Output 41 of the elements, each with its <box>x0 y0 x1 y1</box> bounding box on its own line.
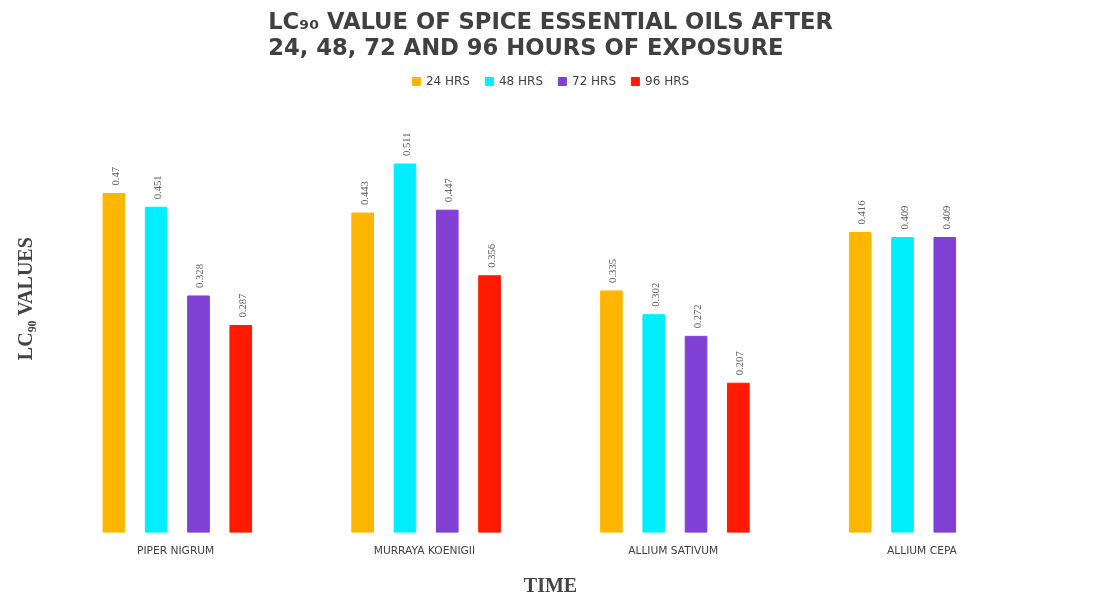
data-label: 0.416 <box>856 199 868 225</box>
data-label: 0.447 <box>443 177 455 203</box>
data-label: 0.409 <box>898 205 910 230</box>
legend-label: 24 HRS <box>425 74 470 88</box>
bar <box>891 237 914 533</box>
bar <box>351 212 374 533</box>
bar <box>393 163 417 533</box>
bar <box>727 382 750 533</box>
bar <box>102 193 126 533</box>
bar <box>933 237 957 533</box>
data-label: 0.207 <box>734 350 746 376</box>
bar <box>684 335 708 533</box>
x-tick-label: PIPER NIGRUM <box>136 543 215 557</box>
bar <box>642 314 666 533</box>
data-label: 0.328 <box>194 263 206 288</box>
data-label: 0.451 <box>152 175 164 200</box>
data-label: 0.443 <box>358 181 370 206</box>
x-tick-label: MURRAYA KOENIGII <box>373 543 476 557</box>
legend-label: 48 HRS <box>498 74 543 88</box>
bar <box>435 209 459 533</box>
bar <box>600 290 623 533</box>
data-label: 0.47 <box>109 166 121 186</box>
bar <box>848 232 872 533</box>
x-tick-label: ALLIUM SATIVUM <box>628 543 719 557</box>
data-label: 0.272 <box>692 304 704 329</box>
data-label: 0.511 <box>400 132 412 156</box>
legend-label: 72 HRS <box>572 74 617 88</box>
legend-label: 96 HRS <box>645 74 690 88</box>
y-axis-title: LC₉₀ VALUES <box>13 237 36 361</box>
bar <box>144 206 168 533</box>
data-label: 0.287 <box>236 292 248 318</box>
data-label: 0.356 <box>485 243 497 268</box>
data-label: 0.335 <box>607 258 619 283</box>
bar <box>187 295 210 533</box>
chart-title: LC₉₀ VALUE OF SPICE ESSENTIAL OILS AFTER 24, 48, 72 AND 96 HOURS OF EXPOSURE <box>268 7 833 60</box>
bar <box>478 275 501 533</box>
bar <box>229 325 253 533</box>
data-label: 0.302 <box>649 282 661 307</box>
x-axis-title: TIME <box>523 573 578 596</box>
data-label: 0.409 <box>940 205 952 230</box>
x-tick-label: ALLIUM CEPA <box>887 543 958 557</box>
